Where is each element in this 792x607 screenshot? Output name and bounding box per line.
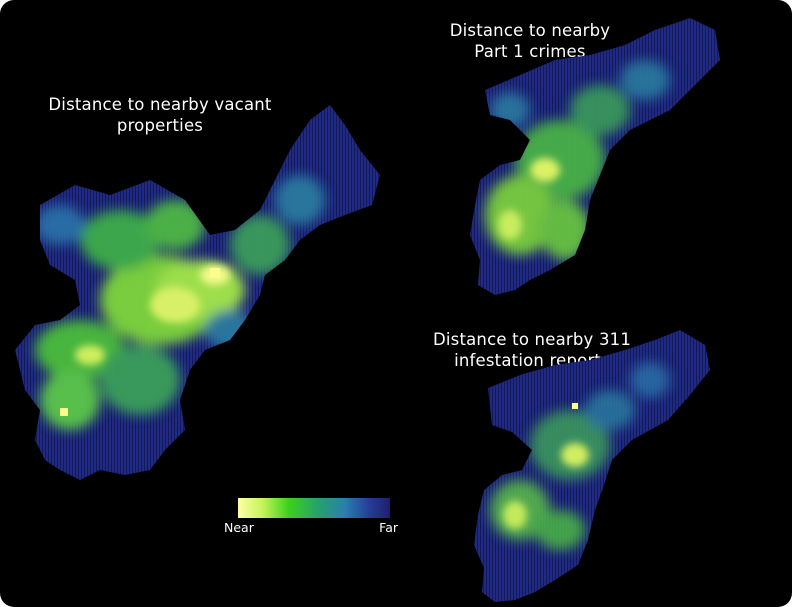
legend-near-label: Near — [224, 520, 254, 535]
part-1-crimes-map — [470, 18, 720, 295]
vacant-properties-map — [15, 105, 380, 480]
infestation-map-title: Distance to nearby 311 infestation repor… — [432, 330, 632, 370]
legend-far-label: Far — [379, 520, 398, 535]
infestation-reports-map — [474, 330, 710, 602]
color-legend: Near Far — [224, 498, 398, 538]
crimes-map-title: Distance to nearby Part 1 crimes — [449, 21, 611, 61]
vacant-map-title: Distance to nearby vacant properties — [48, 95, 272, 135]
legend-color-ramp — [238, 498, 390, 518]
